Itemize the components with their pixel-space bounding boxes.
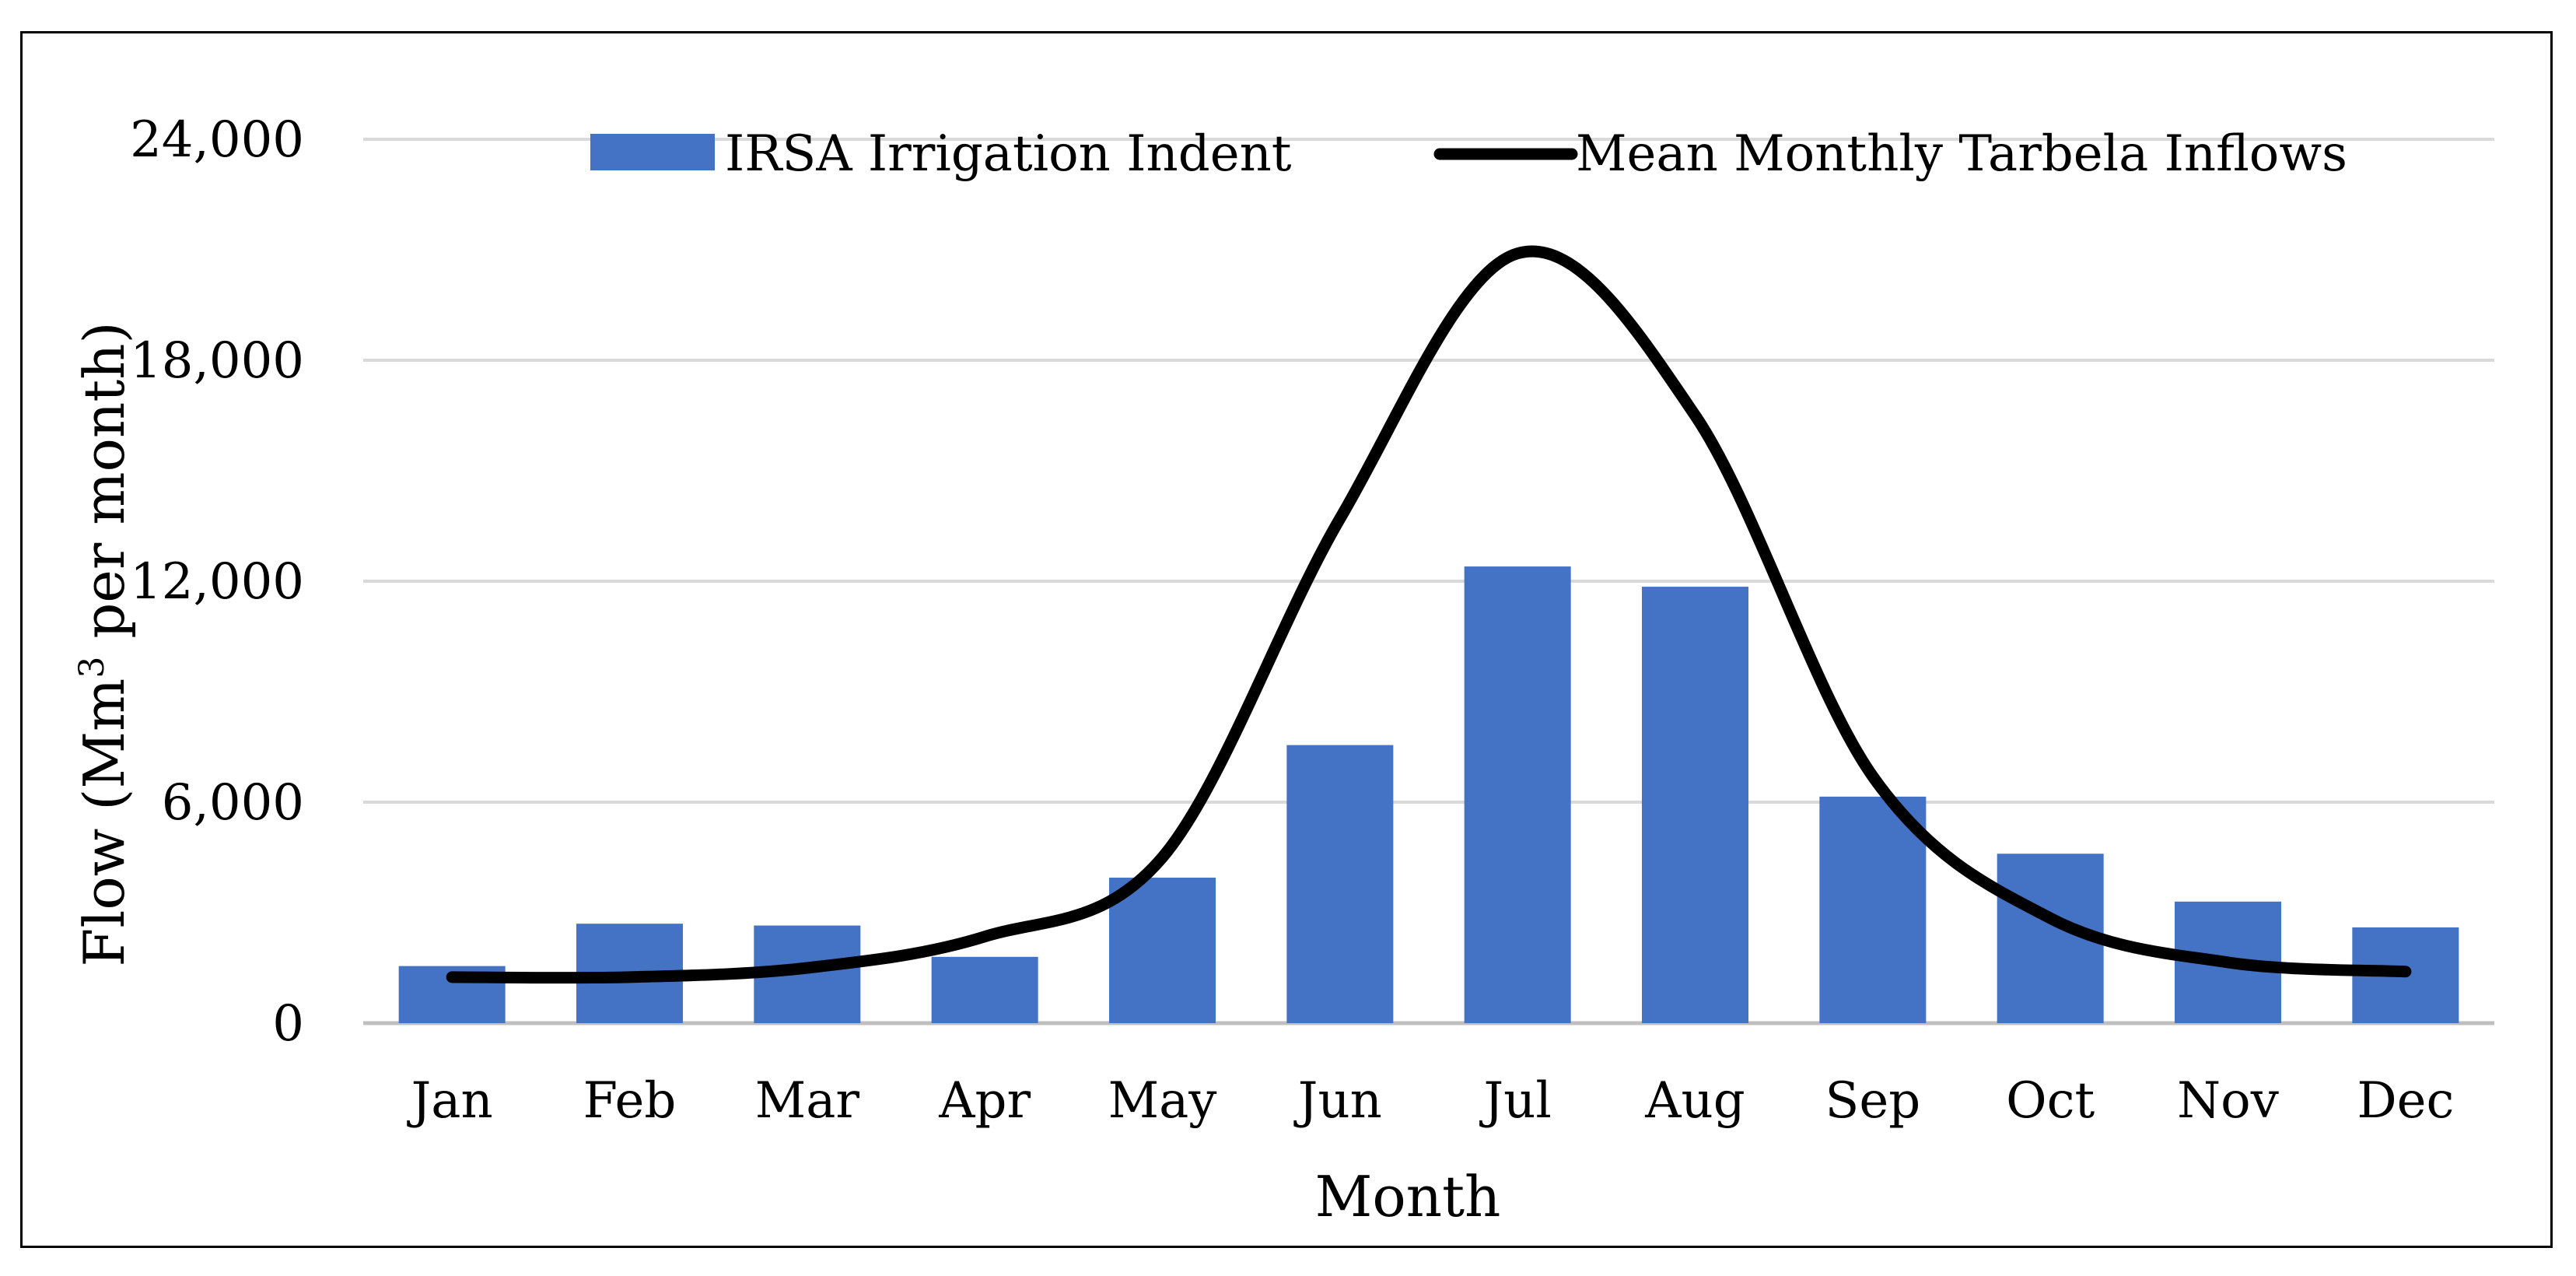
y-axis-title-rest: per month) [72,321,137,656]
x-tick-label: Jul [1479,1072,1551,1130]
y-axis-title: Flow (Mm3 per month) [72,321,137,966]
x-tick-label: Dec [2357,1072,2454,1130]
chart: 0 6,000 12,000 18,000 24,000 Jan Feb Mar Apr May… [72,111,2494,1229]
gridlines [363,138,2494,1025]
y-tick-label: 24,000 [130,111,304,169]
bar-series [398,566,2459,1023]
legend-bar-swatch [590,134,715,170]
chart-frame: 0 6,000 12,000 18,000 24,000 Jan Feb Mar Apr May… [20,31,2553,1248]
line-series [446,245,2412,984]
y-axis-title-superscript: 3 [72,657,112,678]
bar [1109,878,1216,1023]
x-tick-label: Jun [1293,1072,1382,1130]
x-tick-label: Oct [2006,1072,2095,1130]
x-tick-label: Aug [1644,1072,1745,1130]
y-axis-title-main: Flow (Mm [72,678,137,967]
legend-line-label: Mean Monthly Tarbela Inflows [1576,125,2347,183]
x-tick-label: Jan [407,1072,493,1130]
x-tick-label: Nov [2177,1072,2279,1130]
bar [931,956,1038,1023]
inflow-line [446,245,2412,984]
bar [1286,745,1394,1023]
x-tick-label: Apr [938,1072,1031,1130]
legend: IRSA Irrigation Indent Mean Monthly Tarb… [590,125,2347,183]
y-tick-label: 18,000 [130,332,304,390]
y-tick-label: 6,000 [162,774,304,832]
legend-bar-label: IRSA Irrigation Indent [725,125,1292,183]
y-tick-label: 12,000 [130,553,304,611]
x-tick-label: Mar [755,1072,860,1130]
x-tick-label: Feb [583,1072,677,1130]
bar [1642,587,1748,1023]
x-axis-ticks: Jan Feb Mar Apr May Jun Jul Aug Sep Oct Nov Dec [407,1072,2455,1130]
x-axis-title: Month [1315,1164,1501,1229]
bar [1819,796,1927,1023]
y-tick-label: 0 [272,995,304,1053]
x-tick-label: May [1108,1072,1217,1130]
y-axis-ticks: 0 6,000 12,000 18,000 24,000 [130,111,304,1053]
x-tick-label: Sep [1825,1072,1920,1130]
bar [1464,566,1571,1023]
